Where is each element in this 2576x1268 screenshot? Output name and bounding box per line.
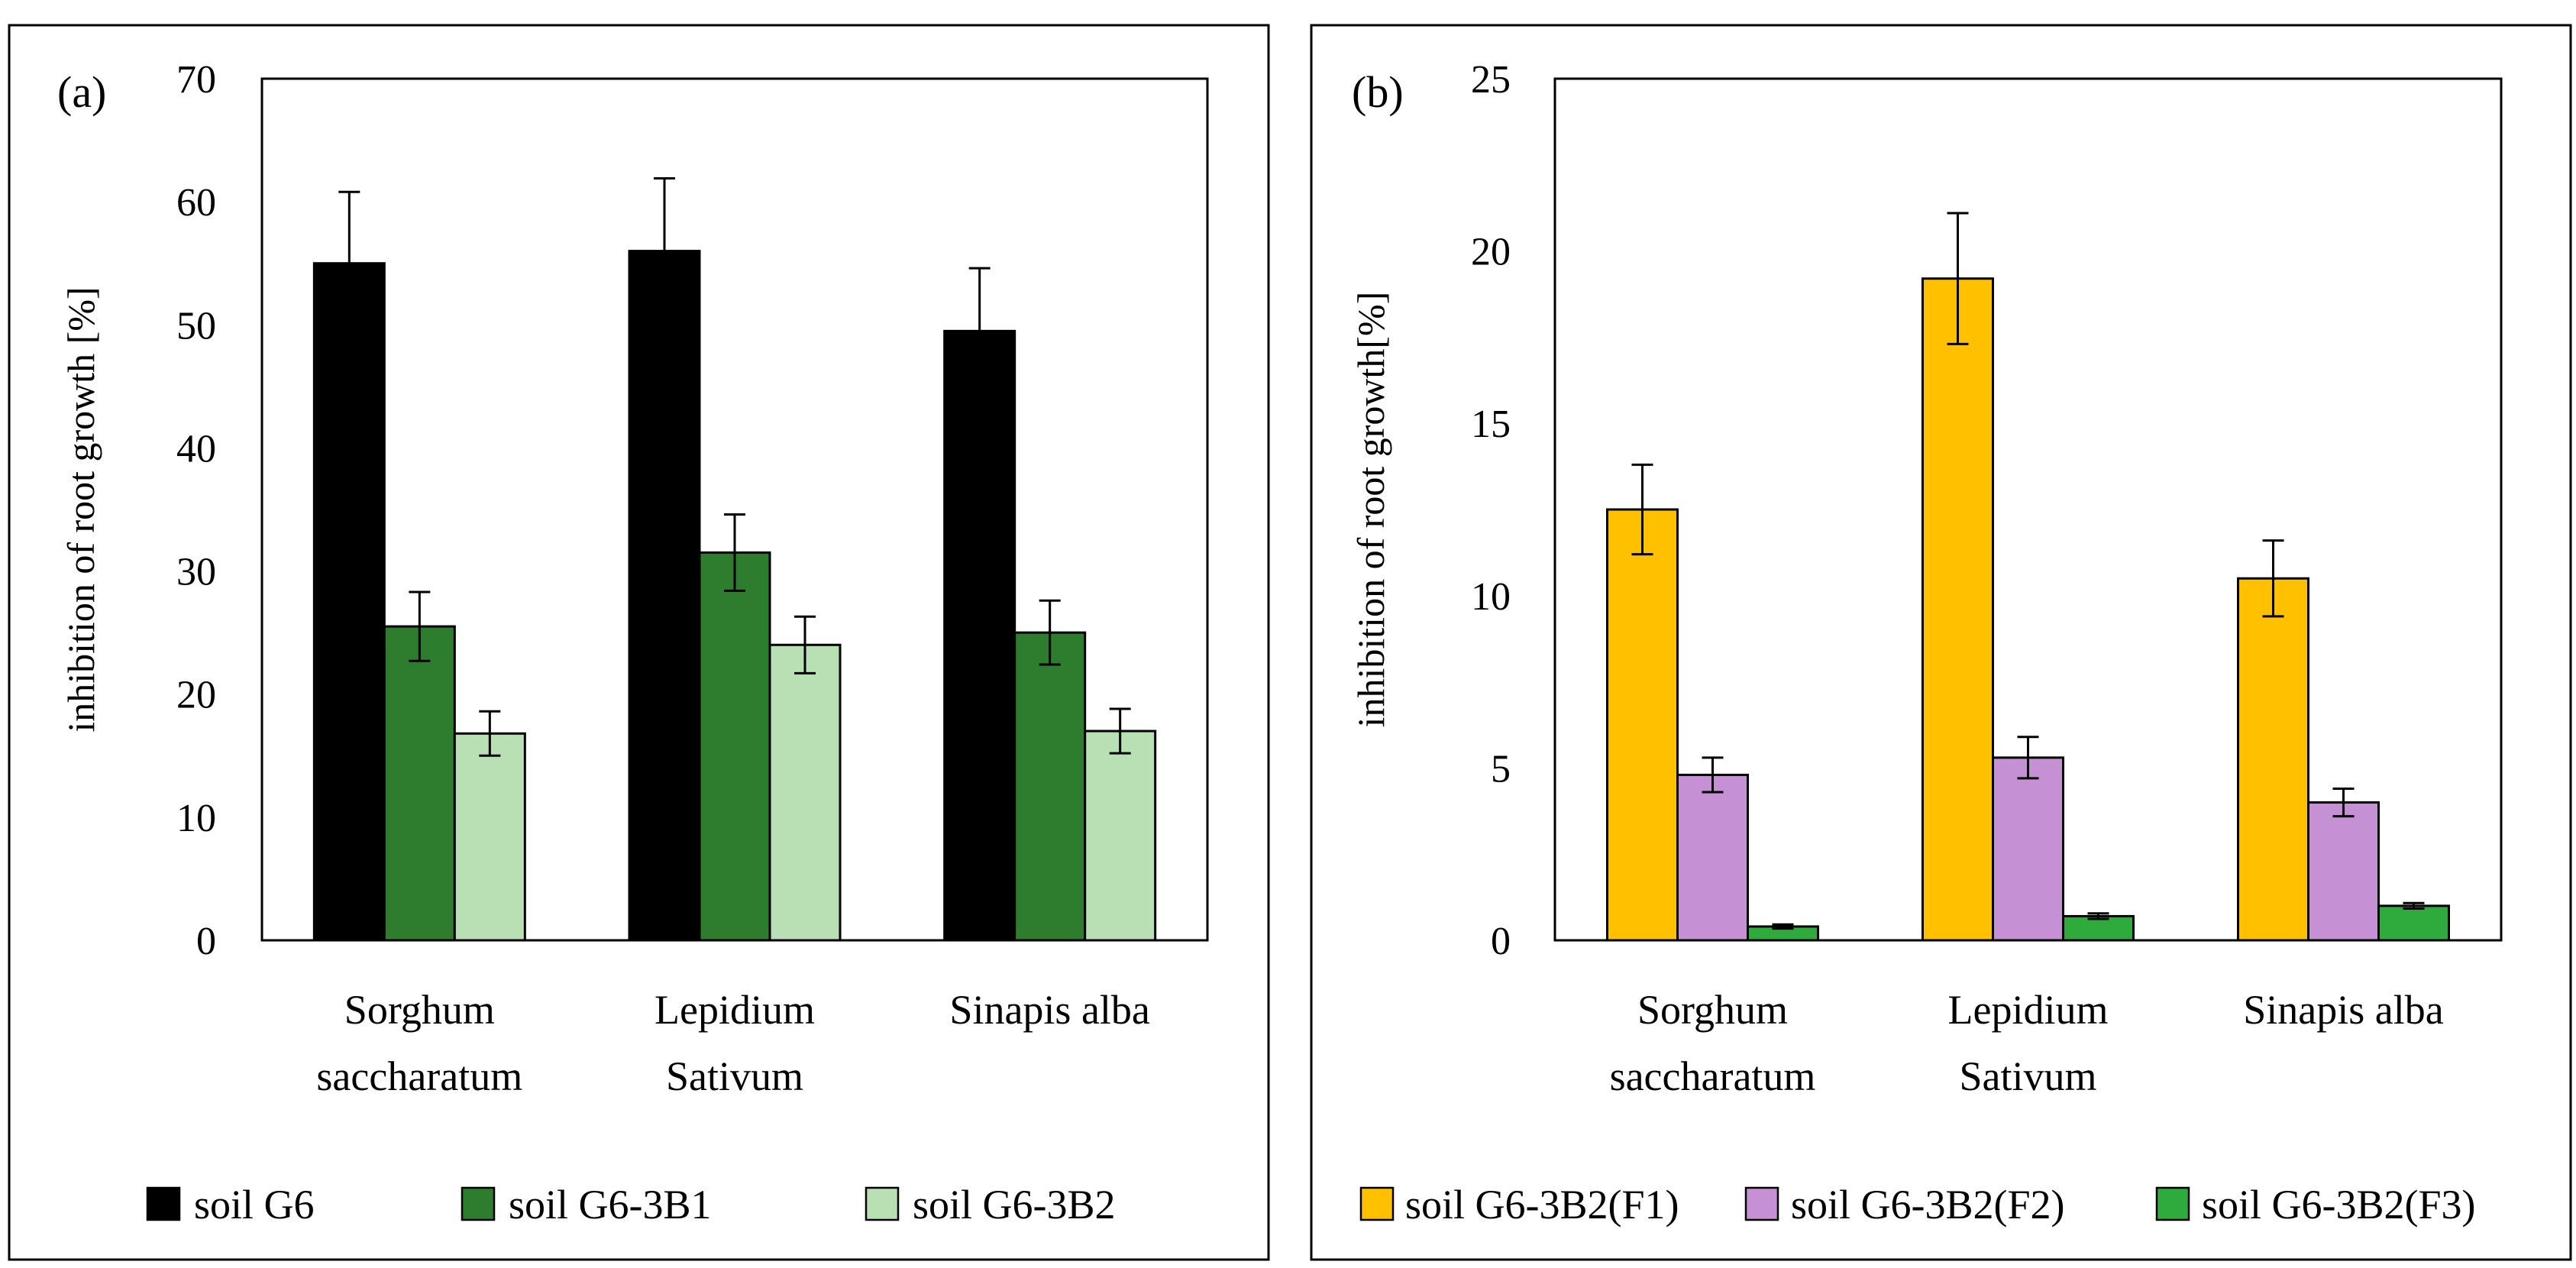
panel-b-errorbar-s2-c2 xyxy=(2017,736,2039,780)
panel-b-errorbar-s1-c2 xyxy=(1947,212,1969,345)
panel-b-category-label-2-2: Sativum xyxy=(1959,1053,2096,1099)
panel-a-errorbar-s1-c1 xyxy=(338,190,360,336)
panel-b-label: (b) xyxy=(1352,67,1404,117)
panel-b-errorbar-s2-c1 xyxy=(1702,756,1724,794)
panel-a-bar-s3-c3 xyxy=(1084,729,1157,942)
panel-a-errorbar-s1-c2 xyxy=(654,177,675,325)
panel-a-bar-s1-c2 xyxy=(628,250,701,942)
panel-a-ytick-label-6: 60 xyxy=(176,181,216,225)
panel-a-legend-swatch-2 xyxy=(461,1186,496,1221)
panel-a-category-label-3-1: Sinapis alba xyxy=(949,987,1149,1033)
panel-a-bar-s1-c1 xyxy=(312,262,386,942)
panel-a-errorbar-s2-c1 xyxy=(409,590,431,662)
panel-b-bar-s3-c3 xyxy=(2377,904,2450,942)
panel-b-errorbar-s3-c3 xyxy=(2403,901,2425,910)
panel-b-ytick-label-0: 0 xyxy=(1491,920,1511,963)
panel-a-legend-swatch-3 xyxy=(865,1186,900,1221)
panel-b-frame xyxy=(1310,24,2572,1261)
panel-a-errorbar-s3-c2 xyxy=(794,615,816,674)
panel-a-errorbar-s2-c3 xyxy=(1039,599,1061,666)
panel-b-errorbar-s2-c3 xyxy=(2332,787,2355,818)
panel-a-errorbar-s3-c1 xyxy=(479,710,501,757)
panel-b-legend-label-2: soil G6-3B2(F2) xyxy=(1791,1182,2065,1228)
panel-a-bar-s3-c2 xyxy=(768,643,842,942)
panel-b-ytick-label-5: 25 xyxy=(1471,58,1511,102)
panel-a-ytick-label-1: 10 xyxy=(176,797,216,840)
panel-b-errorbar-s3-c1 xyxy=(1772,923,1794,930)
panel-a-bar-s2-c3 xyxy=(1013,631,1087,942)
panel-b-category-label-1-2: saccharatum xyxy=(1610,1053,1816,1099)
panel-a-bar-s1-c3 xyxy=(943,329,1017,942)
panel-a-legend-label-2: soil G6-3B1 xyxy=(509,1182,712,1228)
panel-b-legend-swatch-2 xyxy=(1744,1186,1779,1221)
panel-a-errorbar-s1-c3 xyxy=(968,267,991,396)
panel-a-label: (a) xyxy=(57,67,106,117)
panel-a-legend: soil G6 soil G6-3B1 soil G6-3B2 xyxy=(146,1182,1116,1228)
panel-b-ytick-label-1: 5 xyxy=(1491,747,1511,791)
panel-b-errorbar-s1-c1 xyxy=(1631,463,1653,556)
panel-b: (b) 0 5 10 15 20 25 inhibition of root growth[%… xyxy=(1310,24,2572,1261)
panel-b-bar-s2-c2 xyxy=(1992,756,2064,942)
panel-a-legend-swatch-1 xyxy=(146,1186,181,1221)
panel-b-legend-label-1: soil G6-3B2(F1) xyxy=(1405,1182,1679,1228)
panel-a-ytick-label-7: 70 xyxy=(176,58,216,102)
panel-b-ytick-label-3: 15 xyxy=(1471,403,1511,446)
panel-a-legend-label-1: soil G6 xyxy=(194,1182,315,1228)
panel-b-legend: soil G6-3B2(F1) soil G6-3B2(F2) soil G6-3B… xyxy=(1359,1182,2476,1228)
panel-a-category-label-1-2: saccharatum xyxy=(316,1053,522,1099)
panel-b-ylabel: inhibition of root growth[%] xyxy=(1349,292,1392,728)
panel-a-category-label-2-2: Sativum xyxy=(666,1053,803,1099)
panel-b-category-label-3-1: Sinapis alba xyxy=(2243,987,2443,1033)
panel-a-ylabel: inhibition of root growth [%] xyxy=(60,286,102,732)
panel-a-bar-s2-c2 xyxy=(698,551,771,942)
panel-a-ytick-label-3: 30 xyxy=(176,551,216,594)
panel-a-ytick-label-5: 50 xyxy=(176,304,216,348)
panel-a-legend-label-3: soil G6-3B2 xyxy=(913,1182,1116,1228)
panel-a-ytick-label-0: 0 xyxy=(196,920,216,963)
panel-b-errorbar-s3-c2 xyxy=(2087,912,2109,920)
panel-b-bar-s1-c1 xyxy=(1606,508,1679,942)
panel-a-ytick-label-2: 20 xyxy=(176,674,216,717)
panel-b-bar-s2-c1 xyxy=(1676,773,1749,942)
panel-b-errorbar-s1-c3 xyxy=(2262,539,2284,618)
panel-a-category-label-1-1: Sorghum xyxy=(344,987,495,1033)
panel-a-frame xyxy=(8,24,1270,1261)
panel-b-legend-swatch-3 xyxy=(2155,1186,2190,1221)
panel-a-ytick-label-4: 40 xyxy=(176,427,216,471)
panel-b-legend-swatch-1 xyxy=(1359,1186,1395,1221)
panel-a: (a) 0 10 20 30 40 50 60 70 inhibition of root gro… xyxy=(8,24,1270,1261)
panel-b-ytick-label-2: 10 xyxy=(1471,575,1511,619)
panel-a-category-label-2-1: Lepidium xyxy=(655,987,815,1033)
panel-b-category-label-1-1: Sorghum xyxy=(1637,987,1788,1033)
panel-b-category-label-2-1: Lepidium xyxy=(1948,987,2109,1033)
panel-a-bar-s2-c1 xyxy=(383,625,456,942)
panel-b-legend-label-3: soil G6-3B2(F3) xyxy=(2202,1182,2476,1228)
panel-a-errorbar-s3-c3 xyxy=(1109,707,1131,755)
panel-b-bar-s1-c3 xyxy=(2237,577,2309,942)
panel-b-ytick-label-4: 20 xyxy=(1471,231,1511,274)
panel-a-bar-s3-c1 xyxy=(453,732,526,942)
panel-b-bar-s1-c2 xyxy=(1921,277,1994,942)
panel-a-errorbar-s2-c2 xyxy=(724,513,745,592)
panel-b-bar-s2-c3 xyxy=(2307,801,2380,942)
